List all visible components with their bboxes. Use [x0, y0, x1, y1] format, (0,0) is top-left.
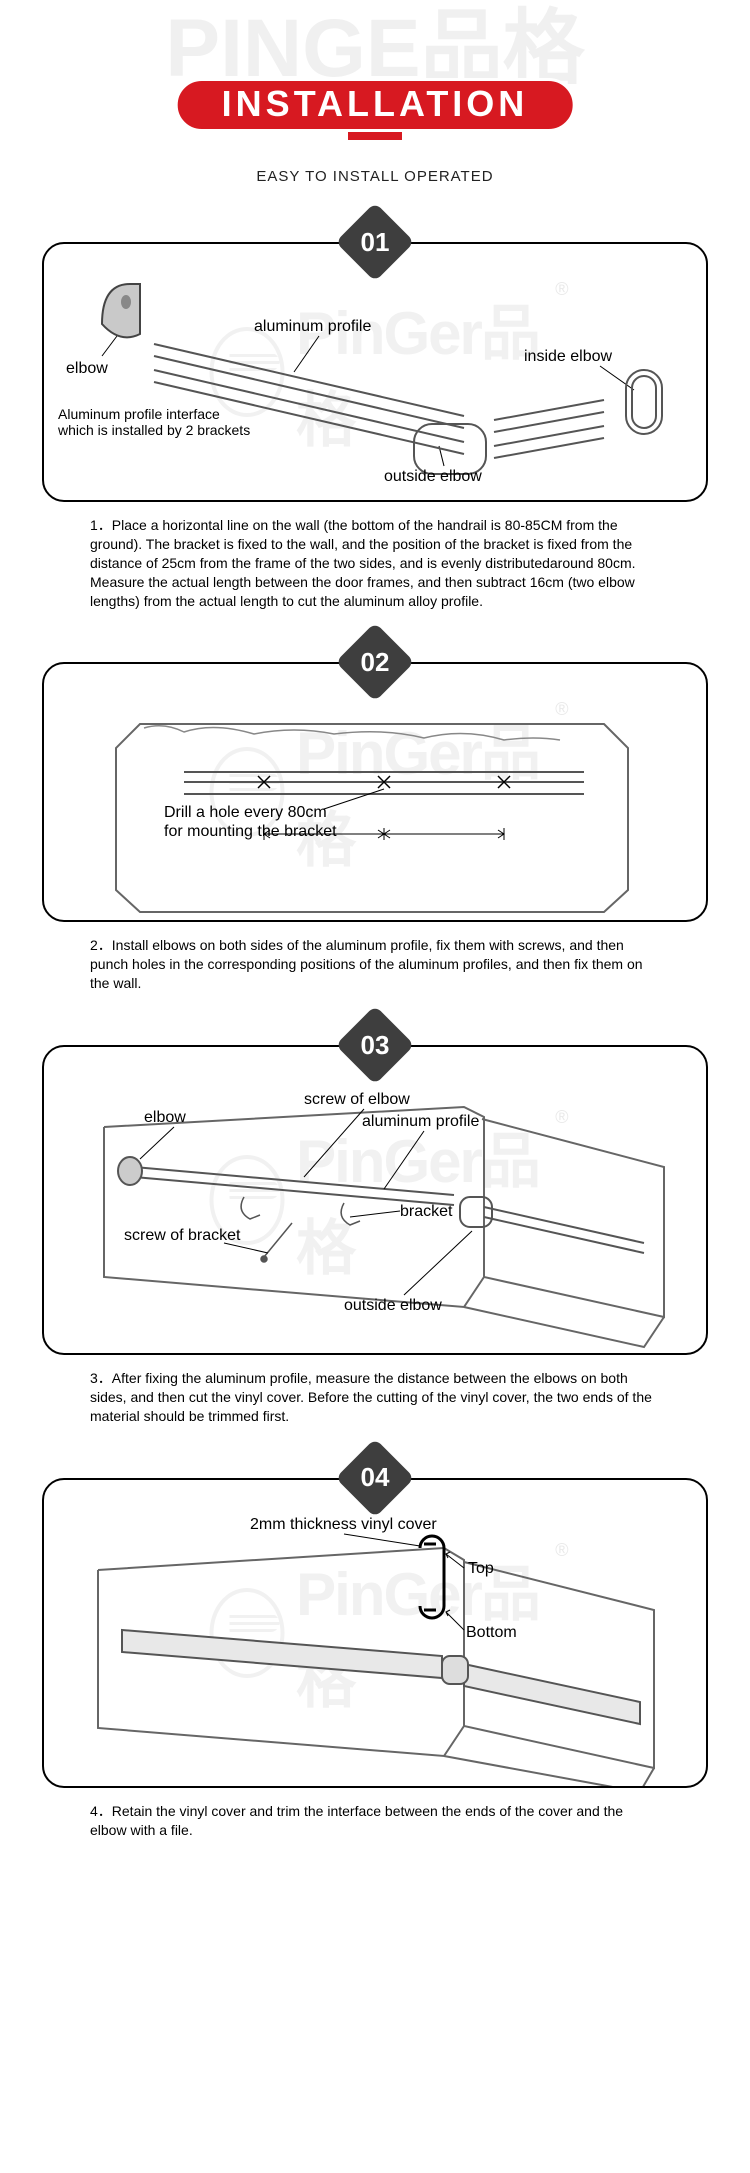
step-04: 04 PinGer品格 ® 2mm thickness vinyl cover … [42, 1478, 708, 1840]
step-caption-03: 3．After fixing the aluminum profile, mea… [90, 1369, 660, 1426]
lbl-outside-elbow: outside elbow [344, 1297, 442, 1315]
lbl-bracket: bracket [400, 1203, 452, 1221]
step-number: 01 [347, 214, 403, 270]
diagram-02: Drill a hole every 80cm for mounting the… [44, 664, 706, 922]
step-badge-04: 04 [347, 1450, 403, 1506]
lbl-drill-note: Drill a hole every 80cm for mounting the… [164, 804, 337, 841]
step-caption-04: 4．Retain the vinyl cover and trim the in… [90, 1802, 660, 1840]
lbl-inside-elbow: inside elbow [524, 348, 612, 366]
diagram-svg-02 [44, 664, 708, 922]
step-box-01: PinGer品格 ® elbow aluminum profile inside… [42, 242, 708, 502]
lbl-vinyl-cover: 2mm thickness vinyl cover [250, 1516, 437, 1534]
diagram-01: elbow aluminum profile inside elbow Alum… [44, 244, 706, 502]
lbl-screw-elbow: screw of elbow [304, 1091, 410, 1109]
step-badge-01: 01 [347, 214, 403, 270]
lbl-outside-elbow: outside elbow [384, 468, 482, 486]
title-underline [348, 132, 402, 140]
step-03: 03 PinGer品格 ® elbow screw of elbow alumi… [42, 1045, 708, 1426]
step-box-02: PinGer品格 ® Drill a hole every 80cm for m… [42, 662, 708, 922]
header: PINGE品格 INSTALLATION EASY TO INSTALL OPE… [0, 0, 750, 190]
step-box-03: PinGer品格 ® elbow screw of elbow aluminum… [42, 1045, 708, 1355]
step-number: 04 [347, 1450, 403, 1506]
lbl-top: Top [468, 1560, 494, 1578]
step-badge-02: 02 [347, 634, 403, 690]
lbl-elbow: elbow [144, 1109, 186, 1127]
lbl-bottom: Bottom [466, 1624, 517, 1642]
step-number: 03 [347, 1017, 403, 1073]
lbl-elbow: elbow [66, 360, 108, 378]
diagram-svg-01 [44, 244, 708, 502]
lbl-screw-bracket: screw of bracket [124, 1227, 240, 1245]
step-caption-02: 2．Install elbows on both sides of the al… [90, 936, 660, 993]
step-02: 02 PinGer品格 ® Drill a hole every 80cm fo… [42, 662, 708, 993]
step-caption-01: 1．Place a horizontal line on the wall (t… [90, 516, 660, 610]
lbl-aluminum-profile: aluminum profile [254, 318, 371, 336]
step-number: 02 [347, 634, 403, 690]
step-box-04: PinGer品格 ® 2mm thickness vinyl cover Top… [42, 1478, 708, 1788]
subtitle: EASY TO INSTALL OPERATED [0, 168, 750, 185]
lbl-interface-note: Aluminum profile interface which is inst… [58, 406, 318, 438]
diagram-04: 2mm thickness vinyl cover Top Bottom [44, 1480, 706, 1788]
title-pill: INSTALLATION [175, 78, 576, 132]
lbl-aluminum-profile: aluminum profile [362, 1113, 479, 1131]
diagram-03: elbow screw of elbow aluminum profile br… [44, 1047, 706, 1355]
step-badge-03: 03 [347, 1017, 403, 1073]
step-01: 01 PinGer品格 ® elbow aluminum profile ins… [42, 242, 708, 610]
